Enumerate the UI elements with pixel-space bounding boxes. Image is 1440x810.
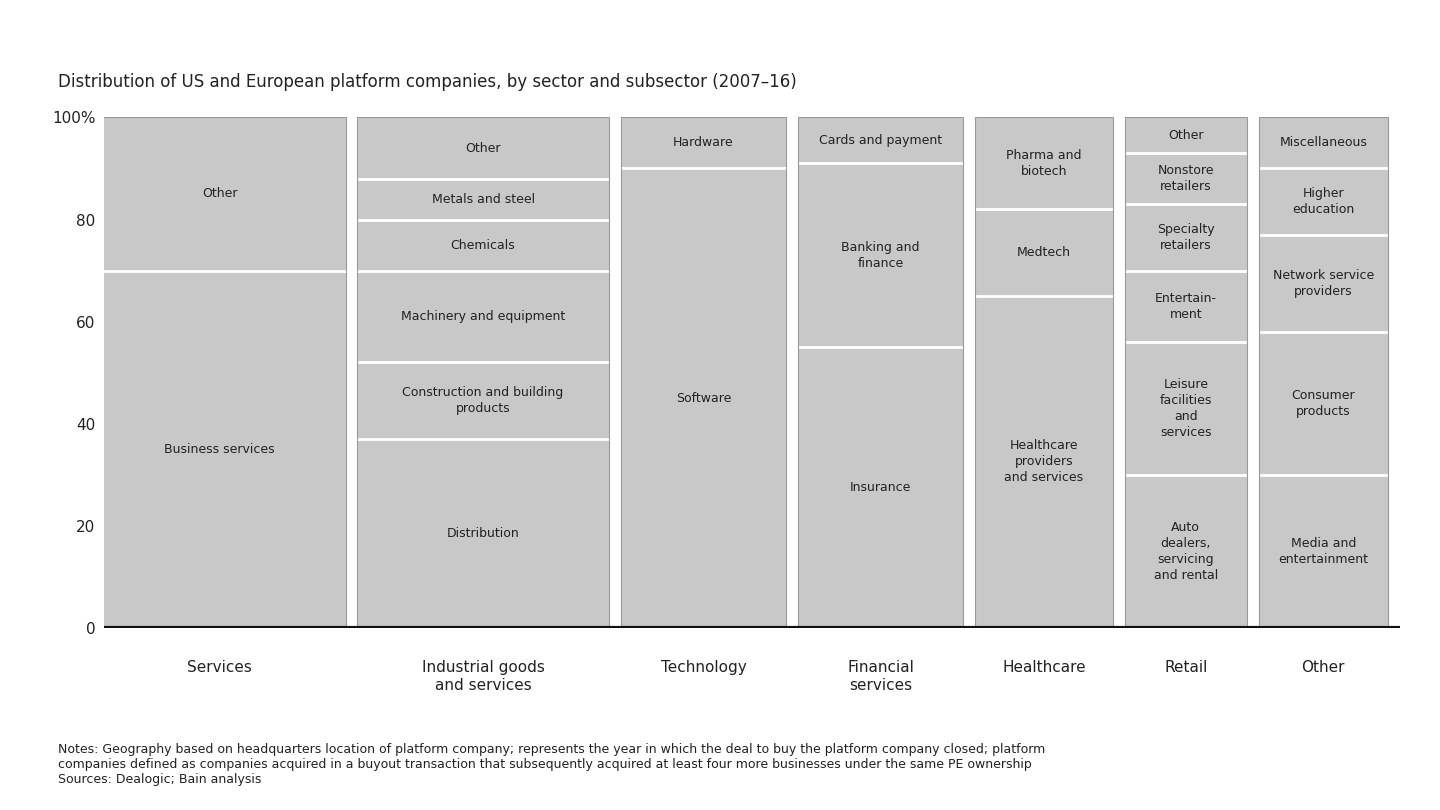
Bar [1125, 475, 1247, 628]
Text: Financial
services: Financial services [847, 660, 914, 693]
Text: Other: Other [1168, 129, 1204, 142]
Bar [975, 296, 1113, 628]
Bar [357, 362, 609, 439]
Text: Metals and steel: Metals and steel [432, 193, 534, 206]
Text: Entertain-
ment: Entertain- ment [1155, 292, 1217, 321]
Bar [1125, 342, 1247, 475]
Bar [94, 117, 346, 628]
Text: Other: Other [465, 142, 501, 155]
Bar [798, 164, 963, 347]
Text: Auto
dealers,
servicing
and rental: Auto dealers, servicing and rental [1153, 521, 1218, 582]
Text: Cards and payment: Cards and payment [819, 134, 942, 147]
Text: Industrial goods
and services: Industrial goods and services [422, 660, 544, 693]
Text: Retail: Retail [1164, 660, 1208, 676]
Bar [621, 117, 786, 168]
Text: Banking and
finance: Banking and finance [841, 241, 920, 270]
Bar [975, 117, 1113, 209]
Text: Chemicals: Chemicals [451, 238, 516, 252]
Text: Distribution of US and European platform companies, by sector and subsector (200: Distribution of US and European platform… [58, 73, 796, 91]
Bar [798, 117, 963, 628]
Bar [1259, 332, 1388, 475]
Text: Nonstore
retailers: Nonstore retailers [1158, 164, 1214, 194]
Bar [94, 117, 346, 271]
Bar [357, 439, 609, 628]
Text: Notes: Geography based on headquarters location of platform company; represents : Notes: Geography based on headquarters l… [58, 743, 1045, 786]
Bar [357, 117, 609, 628]
Text: Healthcare: Healthcare [1002, 660, 1086, 676]
Bar [1259, 168, 1388, 235]
Text: Machinery and equipment: Machinery and equipment [400, 310, 566, 323]
Text: Pharma and
biotech: Pharma and biotech [1007, 149, 1081, 178]
Text: Miscellaneous: Miscellaneous [1279, 136, 1368, 150]
Text: Insurance: Insurance [850, 481, 912, 494]
Bar [357, 179, 609, 220]
Text: Technology: Technology [661, 660, 746, 676]
Bar [94, 271, 346, 628]
Text: Media and
entertainment: Media and entertainment [1279, 537, 1368, 565]
Text: Specialty
retailers: Specialty retailers [1156, 223, 1215, 252]
Bar [1259, 117, 1388, 628]
Bar [1125, 204, 1247, 271]
Text: Distribution: Distribution [446, 526, 520, 539]
Text: Other: Other [1302, 660, 1345, 676]
Text: Construction and building
products: Construction and building products [403, 386, 563, 416]
Text: Other: Other [202, 187, 238, 201]
Bar [1259, 235, 1388, 332]
Bar [1259, 117, 1388, 168]
Text: Hardware: Hardware [672, 136, 734, 150]
Text: Software: Software [675, 391, 732, 405]
Text: Consumer
products: Consumer products [1292, 389, 1355, 418]
Bar [357, 271, 609, 362]
Bar [975, 117, 1113, 628]
Bar [1125, 153, 1247, 204]
Text: Business services: Business services [164, 442, 275, 456]
Bar [975, 209, 1113, 296]
Bar [1259, 475, 1388, 628]
Text: Services: Services [187, 660, 252, 676]
Bar [1125, 117, 1247, 153]
Text: Healthcare
providers
and services: Healthcare providers and services [1005, 439, 1083, 484]
Text: Network service
providers: Network service providers [1273, 269, 1374, 298]
Bar [1125, 117, 1247, 628]
Bar [621, 168, 786, 628]
Text: Higher
education: Higher education [1292, 187, 1355, 216]
Bar [357, 220, 609, 271]
Bar [798, 347, 963, 628]
Text: Leisure
facilities
and
services: Leisure facilities and services [1159, 377, 1212, 439]
Bar [621, 117, 786, 628]
Bar [357, 117, 609, 179]
Bar [798, 117, 963, 164]
Text: Medtech: Medtech [1017, 246, 1071, 259]
Bar [1125, 271, 1247, 342]
